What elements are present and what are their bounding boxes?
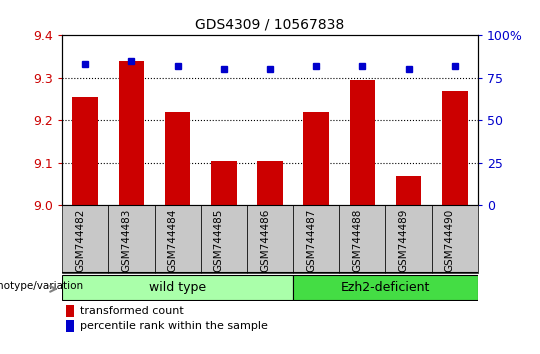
Bar: [350, 80, 375, 205]
Bar: [247, 205, 293, 273]
Text: GSM744487: GSM744487: [306, 209, 316, 272]
Bar: [119, 61, 144, 205]
Text: percentile rank within the sample: percentile rank within the sample: [80, 321, 268, 331]
Bar: [62, 205, 109, 273]
Bar: [293, 205, 339, 273]
Bar: [442, 91, 468, 205]
Text: GSM744485: GSM744485: [214, 209, 224, 272]
Text: GSM744486: GSM744486: [260, 209, 270, 272]
Bar: [201, 205, 247, 273]
Bar: [66, 320, 74, 332]
Text: GSM744482: GSM744482: [75, 209, 85, 272]
Text: genotype/variation: genotype/variation: [0, 281, 84, 291]
Bar: [396, 176, 421, 205]
Bar: [72, 97, 98, 205]
Bar: [303, 112, 329, 205]
Text: GSM744484: GSM744484: [167, 209, 178, 272]
Bar: [109, 205, 154, 273]
Text: GSM744490: GSM744490: [445, 209, 455, 272]
Bar: [165, 112, 190, 205]
Text: GSM744489: GSM744489: [399, 209, 409, 272]
Bar: [386, 205, 431, 273]
Bar: [211, 161, 237, 205]
Bar: [293, 275, 478, 300]
Text: GSM744483: GSM744483: [122, 209, 131, 272]
Text: Ezh2-deficient: Ezh2-deficient: [341, 281, 430, 294]
Bar: [431, 205, 478, 273]
Text: wild type: wild type: [149, 281, 206, 294]
Text: transformed count: transformed count: [80, 306, 184, 316]
Bar: [62, 275, 293, 300]
Bar: [339, 205, 386, 273]
Bar: [66, 305, 74, 317]
Title: GDS4309 / 10567838: GDS4309 / 10567838: [195, 17, 345, 32]
Bar: [154, 205, 201, 273]
Text: GSM744488: GSM744488: [353, 209, 362, 272]
Bar: [257, 161, 283, 205]
